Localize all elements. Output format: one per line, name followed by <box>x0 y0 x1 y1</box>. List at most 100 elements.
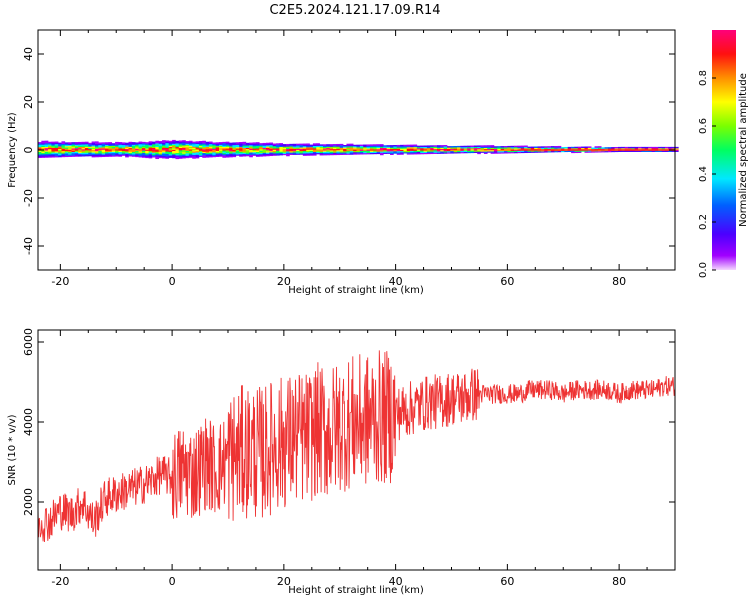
spectrogram-cell <box>64 148 69 150</box>
spectrogram-cell <box>252 149 257 152</box>
spectrogram-cell <box>587 147 592 150</box>
spectrogram-cell <box>121 142 126 144</box>
spectrogram-cell <box>105 144 109 147</box>
spectrogram-cell <box>282 145 287 147</box>
spectrogram-cell <box>631 146 636 149</box>
snr-y-tick-label: 2000 <box>22 488 35 516</box>
spectrogram-cell <box>393 145 398 147</box>
spectrogram-cell <box>84 145 89 147</box>
spectrogram-cell <box>447 149 451 152</box>
spectrogram-cell <box>158 153 163 155</box>
spectrogram-cell <box>265 145 270 147</box>
spectrogram-cell <box>282 151 287 153</box>
spectrogram-cell <box>316 151 320 154</box>
spectrogram-cell <box>38 156 42 158</box>
spectrogram-cell <box>158 141 163 143</box>
spectrogram-cell <box>175 151 180 154</box>
spectrogram-cell <box>54 153 59 156</box>
spectrogram-cell <box>239 145 243 148</box>
spectrogram-cell <box>322 150 327 152</box>
spectrogram-cell <box>624 150 629 152</box>
spectrogram-cell <box>259 152 263 155</box>
spectrogram-cell <box>477 150 481 152</box>
spectrogram-cell <box>48 154 52 157</box>
spectrogram-cell <box>151 148 156 151</box>
spectrogram-cell <box>262 142 267 145</box>
spectrogram-cell <box>453 145 458 148</box>
spectrogram-cell <box>326 152 330 155</box>
spectrogram-cell <box>550 148 555 150</box>
spectrogram-cell <box>369 146 374 149</box>
spectrogram-cell <box>500 146 505 148</box>
spectrogram-cell <box>584 150 589 152</box>
spectrogram-cell <box>225 145 230 147</box>
spectrogram-cell <box>158 142 163 144</box>
spectrogram-cell <box>68 145 72 148</box>
spectrogram-cell <box>78 151 82 154</box>
spectrogram-cell <box>333 144 337 146</box>
spectrogram-cell <box>222 149 227 151</box>
spectrogram-cell <box>671 148 676 150</box>
spectrogram-cell <box>115 144 119 146</box>
spectrogram-cell <box>561 150 565 153</box>
spectrogram-cell <box>64 149 69 152</box>
spectrogram-cell <box>436 145 441 147</box>
spectrogram-cell <box>208 149 213 152</box>
spectrogram-cell <box>178 156 183 158</box>
spectrogram-cell <box>302 153 307 155</box>
spectrogram-cell <box>336 153 341 156</box>
spectrogram-cell <box>108 146 113 149</box>
spectrogram-cell <box>235 145 240 148</box>
spectrogram-cell <box>276 143 280 145</box>
spectrogram-cell <box>326 150 330 152</box>
spectrogram-cell <box>202 140 206 143</box>
spectrogram-cell <box>259 155 263 157</box>
spectrogram-cell <box>78 145 82 148</box>
spectrogram-cell <box>64 155 69 158</box>
spectrogram-cell <box>178 141 183 144</box>
spectrogram-cell <box>125 143 129 146</box>
spectrogram-cell <box>641 146 646 149</box>
spectrogram-cell <box>403 145 408 148</box>
spectrogram-cell <box>225 146 230 148</box>
spectrogram-cell <box>658 150 662 152</box>
spectrogram-cell <box>182 152 186 154</box>
spectrogram-cell <box>145 143 149 145</box>
spectrogram-cell <box>105 148 109 150</box>
spectrogram-cell <box>312 151 317 154</box>
spectrogram-cell <box>343 147 347 149</box>
spectrogram-cell <box>131 155 136 157</box>
snr-y-tick-label: 4000 <box>22 408 35 436</box>
spectrogram-cell <box>601 147 605 149</box>
spectrogram-cell <box>400 148 404 150</box>
spectrogram-cell <box>162 153 166 155</box>
spectrogram-cell <box>594 151 599 153</box>
spectrogram-cell <box>225 148 230 151</box>
spectrogram-cell <box>208 152 213 154</box>
spectrogram-cell <box>453 147 458 149</box>
spectrogram-cell <box>212 143 216 146</box>
spectrogram-cell <box>242 146 247 149</box>
spectrogram-cell <box>547 147 552 149</box>
spectrogram-cell <box>356 149 361 151</box>
spectrogram-cell <box>242 143 247 145</box>
spectrogram-cell <box>584 147 589 150</box>
spectrogram-cell <box>84 153 89 156</box>
spectrogram-cell <box>188 149 193 151</box>
spectrogram-cell <box>188 146 193 149</box>
spectrogram-cell <box>447 150 451 153</box>
spectrogram-cell <box>299 149 304 152</box>
spectrogram-cell <box>597 146 602 148</box>
spectrogram-cell <box>440 145 444 147</box>
spectrogram-cell <box>215 155 220 157</box>
spectrogram-cell <box>390 145 394 147</box>
spectrogram-cell <box>98 150 102 153</box>
spectrogram-cell <box>349 147 354 149</box>
spectrogram-cell <box>296 146 300 148</box>
spectrogram-cell <box>195 153 200 155</box>
spectrogram-cell <box>581 150 585 152</box>
spectrogram-cell <box>517 146 522 149</box>
spectrogram-cell <box>88 148 92 151</box>
spectrogram-cell <box>148 143 153 146</box>
